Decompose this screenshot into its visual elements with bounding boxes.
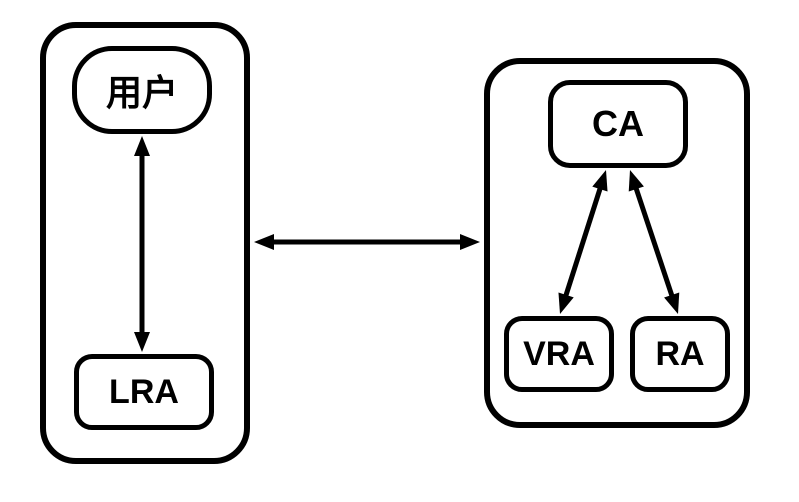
- node-ra: RA: [630, 316, 730, 392]
- node-lra: LRA: [74, 354, 214, 430]
- node-label-ca: CA: [592, 103, 644, 145]
- node-label-user: 用户: [106, 64, 178, 116]
- edge-left-right: [254, 234, 480, 250]
- node-ca: CA: [548, 80, 688, 168]
- node-label-ra: RA: [655, 335, 704, 374]
- node-vra: VRA: [504, 316, 614, 392]
- node-label-vra: VRA: [523, 335, 595, 374]
- node-label-lra: LRA: [109, 373, 179, 412]
- node-user: 用户: [72, 46, 212, 134]
